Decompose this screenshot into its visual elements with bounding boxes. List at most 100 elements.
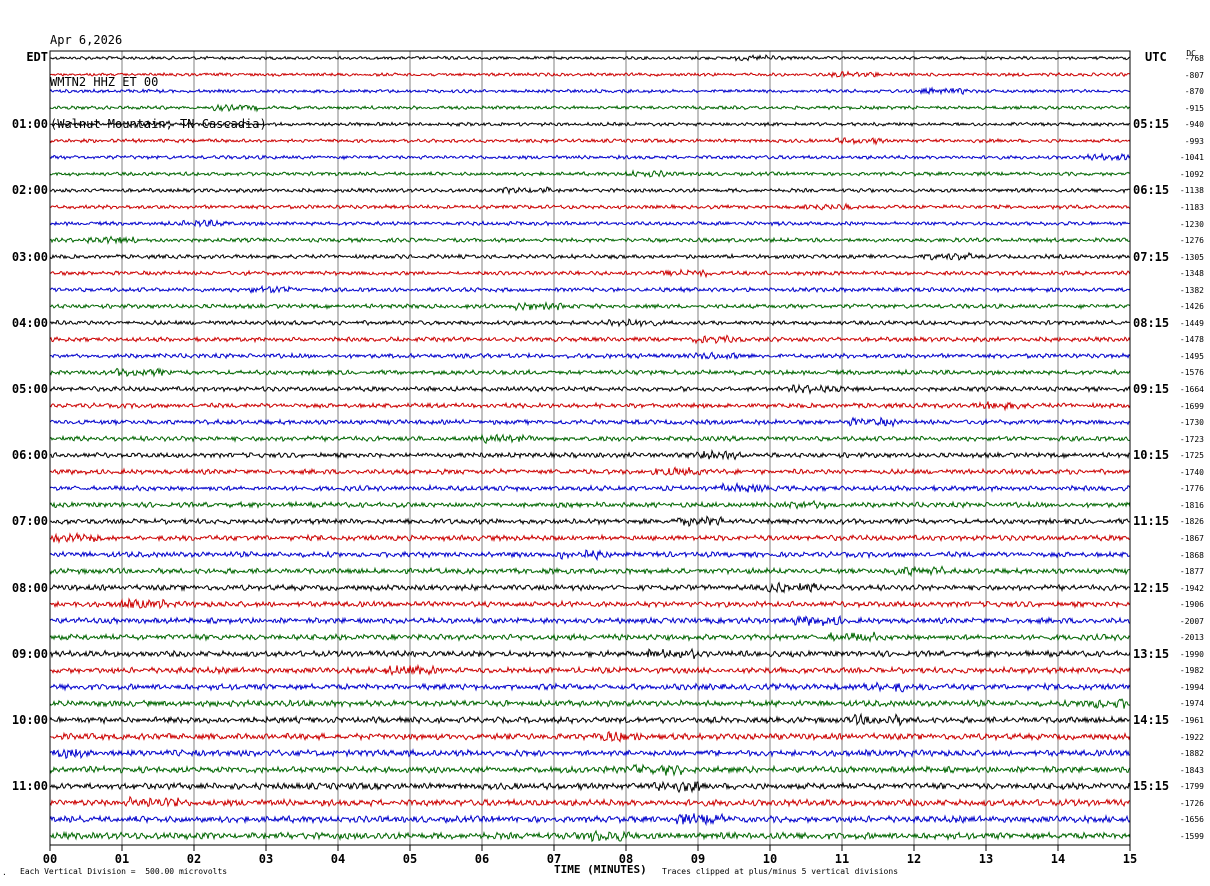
dc-offset-label: -1868 [1179,550,1204,560]
x-tick-label: 01 [114,852,130,866]
dc-offset-label: -1740 [1179,467,1204,477]
dc-offset-label: -1961 [1179,716,1204,725]
left-hour-label: 02:00 [11,183,48,198]
dc-offset-header: DC [1186,49,1196,58]
dc-offset-label: -1882 [1179,749,1204,759]
dc-offset-label: -1843 [1179,765,1204,775]
dc-offset-label: -1994 [1179,682,1204,692]
trace-row-43 [49,748,1131,760]
trace-row-10 [49,202,1131,211]
trace-row-31 [49,549,1131,562]
x-tick-label: 10 [762,852,778,866]
trace-row-33 [49,581,1131,594]
dc-offset-label: -1990 [1179,649,1204,659]
dc-offset-label: -1478 [1179,335,1204,345]
x-tick-label: 09 [690,852,706,866]
time-grid [49,51,1131,851]
left-hour-label: 05:00 [11,382,48,396]
right-timezone-label: UTC [1145,50,1167,64]
left-hour-label: 10:00 [11,713,48,727]
dc-offset-label: -1730 [1179,418,1204,428]
dc-offset-label: -2013 [1179,633,1204,643]
dc-offset-label: -915 [1184,103,1204,113]
dc-offset-label: -1230 [1179,219,1204,229]
trace-row-26 [49,466,1131,477]
right-hour-label: 09:15 [1133,382,1170,396]
corner-mark: . [2,868,7,877]
right-hour-label: 13:15 [1133,646,1170,661]
x-tick-label: 00 [42,852,58,866]
dc-offset-label: -2007 [1179,616,1204,626]
trace-row-21 [49,383,1131,395]
trace-row-5 [50,119,1131,129]
dc-offset-label: -1382 [1179,285,1204,295]
trace-row-3 [49,86,1131,96]
x-tick-label: 02 [186,852,202,866]
dc-offset-label: -940 [1184,120,1204,130]
dc-offset-label: -1276 [1179,236,1204,246]
trace-row-14 [50,268,1131,279]
dc-offset-label: -1725 [1179,451,1204,461]
dc-offset-label: -1726 [1179,798,1204,808]
right-hour-label: 08:15 [1133,315,1170,330]
trace-row-8 [49,169,1131,178]
dc-offset-label: -1906 [1179,600,1204,610]
left-hour-label: 04:00 [11,315,48,330]
trace-row-41 [49,712,1131,727]
left-timezone-label: EDT [26,50,48,64]
x-axis-label: TIME (MINUTES) [554,863,647,876]
dc-offset-label: -1799 [1179,782,1204,792]
plot-border [49,50,1131,846]
trace-row-11 [49,219,1131,228]
dc-offset-label: -1092 [1179,169,1204,179]
dc-offset-label: -1576 [1179,368,1204,378]
x-tick-label: 12 [906,852,922,866]
clip-note: Traces clipped at plus/minus 5 vertical … [662,867,899,876]
trace-row-28 [49,499,1131,511]
dc-offset-label: -1877 [1179,567,1204,577]
left-hour-label: 11:00 [11,779,48,794]
x-tick-label: 13 [978,852,994,866]
x-tick-label: 08 [618,852,634,866]
dc-offset-label: -1495 [1179,351,1204,361]
right-hour-label: 11:15 [1133,514,1170,529]
trace-row-29 [49,515,1131,528]
dc-offset-label: -1922 [1179,732,1204,742]
dc-offset-label: -1974 [1179,699,1204,709]
dc-offset-label: -1041 [1179,153,1204,163]
right-hour-label: 06:15 [1133,183,1170,198]
seismic-traces [49,54,1131,843]
left-hour-label: 09:00 [11,646,48,661]
trace-row-48 [49,829,1131,843]
dc-offset-label: -1449 [1179,318,1204,328]
trace-row-16 [49,301,1131,312]
x-tick-label: 06 [474,852,490,866]
record-date: Apr 6,2026 [50,33,123,47]
dc-offset-label: -1776 [1179,484,1204,494]
trace-row-30 [49,531,1131,545]
right-hour-label: 14:15 [1133,713,1170,727]
trace-row-24 [49,433,1131,445]
x-tick-label: 03 [258,852,274,866]
trace-row-47 [49,812,1131,827]
trace-row-22 [49,401,1131,412]
left-hour-label: 03:00 [11,249,48,264]
dc-offset-label: -807 [1184,70,1204,80]
trace-row-18 [49,334,1131,345]
trace-row-15 [49,284,1131,294]
dc-offset-label: -1816 [1179,500,1204,510]
trace-row-32 [49,565,1130,578]
trace-row-20 [49,367,1131,378]
trace-row-12 [49,235,1131,245]
dc-offset-label: -768 [1184,54,1204,63]
left-hour-label: 07:00 [11,514,48,529]
trace-row-45 [49,780,1131,794]
trace-row-9 [49,186,1131,196]
scale-note: Each Vertical Division = 500.00 microvol… [20,867,228,876]
dc-offset-label: -1942 [1179,583,1204,593]
dc-offset-label: -1826 [1179,517,1204,527]
dc-offset-label: -870 [1184,87,1204,97]
dc-offset-label: -1183 [1179,202,1204,212]
trace-row-44 [49,763,1131,777]
